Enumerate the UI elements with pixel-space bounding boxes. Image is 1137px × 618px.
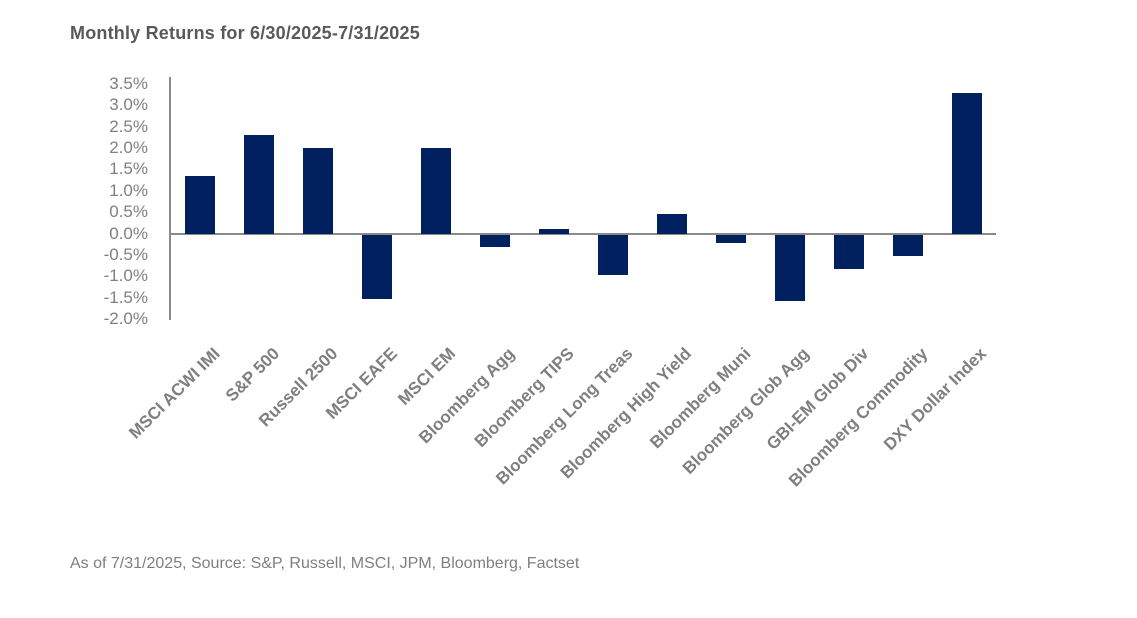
bar [656,214,687,234]
y-axis-tick-label: 0.0% [109,223,148,243]
bar [185,175,216,234]
bar [303,148,334,234]
y-axis-tick-label: -0.5% [103,244,148,264]
bar [892,234,923,256]
chart-title: Monthly Returns for 6/30/2025-7/31/2025 [70,23,420,43]
y-axis-tick-label: 0.5% [109,202,148,222]
bar [951,92,982,234]
bar [774,234,805,301]
bar [833,234,864,269]
bar [421,148,452,234]
category-label: GBI-EM Glob Div [762,344,873,454]
y-axis-tick-label: -1.0% [103,266,148,286]
y-axis-tick-label: 3.5% [109,74,148,93]
zero-axis-line [169,232,996,235]
y-axis-line [169,77,171,320]
y-axis-tick-label: -2.0% [103,309,148,328]
bar [244,135,275,234]
bar [539,229,570,234]
bar [362,234,393,299]
y-axis-tick-label: 1.5% [109,159,148,179]
category-label: DXY Dollar Index [879,344,990,455]
category-label: Bloomberg TIPS [470,344,578,451]
bar [597,234,628,276]
category-label: Bloomberg Muni [645,344,755,453]
y-axis-tick-label: -1.5% [103,287,148,307]
y-axis-tick-label: 2.5% [109,116,148,136]
y-axis-tick-label: 1.0% [109,180,148,200]
category-label: MSCI ACWI IMI [125,344,224,443]
y-axis-tick-label: 2.0% [109,138,148,158]
source-note: As of 7/31/2025, Source: S&P, Russell, M… [70,555,580,572]
bar [480,234,511,248]
bar [715,234,746,244]
y-axis-tick-label: 3.0% [109,95,148,115]
